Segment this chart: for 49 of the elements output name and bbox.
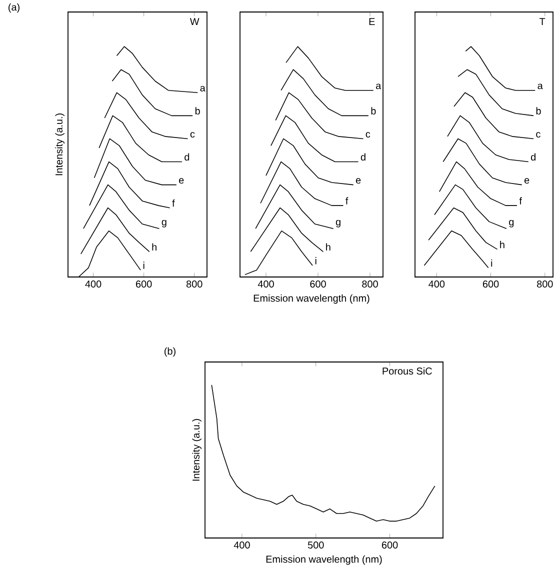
chart-title: E [369,18,375,26]
x-tick-label: 600 [310,280,326,288]
x-tick-label: 400 [234,542,250,549]
series-label: d [184,153,190,161]
series-label: c [536,132,540,138]
series-label: e [524,178,530,184]
x-axis-title: Emission wavelength (nm) [266,555,382,565]
series-label: i [491,259,492,267]
chart-title: T [539,18,546,26]
series-label: f [172,199,175,207]
series-label: c [366,132,370,138]
series-label: d [360,153,366,161]
x-tick-label: 800 [186,280,202,288]
x-tick-label: 600 [482,280,499,288]
series-label: g [162,220,166,228]
series-label: e [179,178,184,184]
x-tick-label: 600 [136,280,152,288]
x-tick-label: 800 [362,280,378,288]
x-tick-label: 400 [428,280,445,288]
x-axis-title: Emission wavelength (nm) [254,294,370,304]
text: (b) [164,347,176,357]
series-label: f [519,197,522,204]
series-label: g [509,220,514,228]
x-tick-label: 400 [85,280,102,288]
chart-title: W [190,18,200,26]
series-label: h [500,240,504,248]
x-tick-label: 800 [537,280,553,288]
y-axis-title: Intensity (a.u.) [192,419,202,481]
chart-title: Porous SiC [382,367,432,375]
series-label: g [336,220,340,228]
y-axis-title: Intensity (a.u.) [55,114,64,176]
series-label: a [376,84,382,90]
text: (a) [8,3,20,13]
series-label: b [371,107,376,114]
series-label: h [152,243,156,250]
series-label: f [346,197,348,204]
series-label: i [143,262,144,269]
series-label: a [538,84,543,90]
x-tick-label: 400 [258,280,274,288]
series-label: c [190,132,195,138]
series-label: d [530,153,536,161]
x-tick-label: 500 [308,542,324,549]
series-label: b [536,107,541,114]
series-label: e [356,178,361,184]
x-tick-label: 600 [382,542,398,549]
series-label: i [315,257,316,264]
series-label: b [195,107,200,114]
series-label: a [200,86,206,92]
series-label: h [326,243,330,250]
